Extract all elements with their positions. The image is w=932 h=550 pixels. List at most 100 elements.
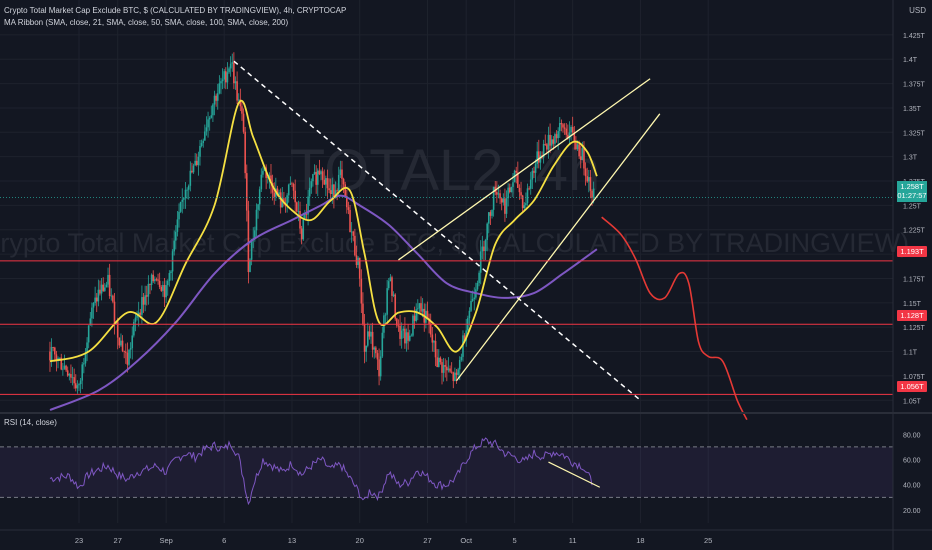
candle-body: [365, 345, 367, 352]
candle-body: [178, 211, 180, 220]
candle-body: [124, 351, 127, 353]
candle-body: [131, 335, 134, 349]
candle-body: [52, 347, 54, 348]
candle-body: [489, 212, 492, 216]
candle-body: [341, 169, 343, 179]
candle-body: [552, 139, 555, 144]
candle-body: [410, 335, 413, 337]
watermark-description: Crypto Total Market Cap Exclude BTC, $ (…: [0, 228, 909, 258]
candle-body: [305, 213, 308, 215]
candle-body: [129, 348, 132, 350]
candle-body: [581, 148, 584, 160]
candle-body: [262, 170, 264, 175]
candle-body: [420, 303, 422, 312]
candle-body: [589, 177, 592, 191]
rsi-divergence-line: [548, 461, 601, 488]
candle-body: [454, 372, 456, 382]
candle-body: [391, 277, 393, 296]
candle-body: [304, 213, 306, 220]
level-badge-1[interactable]: 1.193T: [897, 246, 927, 257]
candle-body: [452, 372, 455, 382]
y-tick-label: 1.25T: [903, 203, 922, 210]
candle-body: [271, 183, 274, 193]
level-badge-3[interactable]: 1.056T: [897, 381, 927, 392]
candle-body: [337, 174, 340, 192]
candle-body: [441, 362, 443, 373]
candle-body: [321, 171, 324, 180]
candle-body: [538, 151, 540, 163]
candle-body: [108, 274, 111, 297]
candle-body: [70, 374, 72, 378]
candle-body: [455, 372, 458, 375]
candle-body: [147, 283, 150, 297]
candle-body: [567, 134, 569, 139]
x-tick-label: 13: [288, 536, 296, 545]
candle-body: [239, 99, 242, 107]
candle-body: [563, 127, 566, 129]
candle-body: [162, 285, 164, 291]
candle-body: [65, 365, 67, 371]
candle-body: [110, 295, 113, 297]
candle-body: [291, 183, 293, 185]
candle-body: [562, 124, 564, 128]
candle-body: [236, 81, 238, 101]
candle-body: [104, 287, 106, 291]
candle-body: [202, 140, 205, 144]
candle-body: [107, 274, 109, 285]
candle-body: [349, 209, 351, 233]
candle-body: [245, 173, 248, 211]
candle-body: [320, 171, 322, 175]
candle-body: [316, 170, 319, 185]
candle-body: [478, 272, 480, 283]
candle-body: [260, 174, 263, 190]
candle-body: [102, 284, 104, 291]
candle-body: [112, 295, 114, 302]
candles: [49, 52, 595, 394]
candle-body: [375, 347, 377, 354]
candle-body: [550, 139, 553, 146]
candle-body: [405, 332, 408, 344]
candle-body: [168, 273, 171, 282]
drawings: [0, 60, 893, 421]
candle-body: [105, 284, 108, 288]
candle-body: [358, 257, 361, 279]
candle-body: [231, 62, 234, 64]
candle-body: [426, 310, 429, 319]
candle-body: [542, 143, 545, 158]
candle-body: [512, 182, 514, 187]
candle-body: [565, 128, 568, 135]
candle-body: [123, 350, 125, 352]
candle-body: [515, 170, 518, 173]
candle-body: [576, 144, 579, 150]
candle-body: [415, 309, 417, 321]
candle-body: [158, 280, 161, 288]
candle-body: [73, 377, 75, 384]
candle-body: [134, 317, 137, 322]
candle-body: [473, 297, 476, 299]
candle-body: [49, 351, 51, 361]
candle-body: [60, 357, 63, 370]
candle-body: [302, 219, 305, 240]
y-tick-label: 1.15T: [903, 301, 922, 308]
candle-body: [157, 279, 159, 281]
candle-body: [144, 295, 146, 305]
currency-label: USD: [909, 6, 926, 15]
candle-body: [186, 189, 188, 191]
rsi-panel: [0, 437, 893, 506]
candle-body: [276, 188, 279, 196]
candle-body: [254, 230, 256, 239]
candle-body: [191, 170, 193, 173]
candle-body: [183, 198, 185, 200]
candle-body: [505, 198, 508, 214]
candle-body: [226, 72, 229, 83]
candle-body: [323, 179, 326, 185]
level-badge-2[interactable]: 1.128T: [897, 310, 927, 321]
candle-body: [510, 186, 513, 193]
last-price-badge[interactable]: 1.258T 01:27:57: [897, 181, 927, 202]
candle-body: [89, 318, 92, 326]
candle-body: [242, 113, 245, 132]
candle-body: [313, 171, 316, 175]
candle-body: [413, 315, 416, 321]
candle-body: [97, 289, 100, 302]
